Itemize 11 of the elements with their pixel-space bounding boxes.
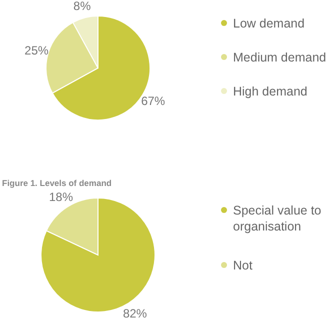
legend-label: High demand — [233, 84, 308, 98]
legend-label: Medium demand — [233, 50, 326, 64]
caption: Figure 1. Levels of demand — [2, 178, 112, 188]
data-label: 25% — [24, 43, 49, 58]
legend-label: Special value to organisation — [233, 203, 322, 234]
legend-label: Not — [233, 258, 253, 272]
data-label: 18% — [49, 190, 74, 204]
data-label: 82% — [122, 306, 148, 320]
legend-label: Low demand — [233, 16, 305, 30]
data-label: 8% — [73, 0, 92, 14]
data-label: 67% — [141, 94, 166, 108]
